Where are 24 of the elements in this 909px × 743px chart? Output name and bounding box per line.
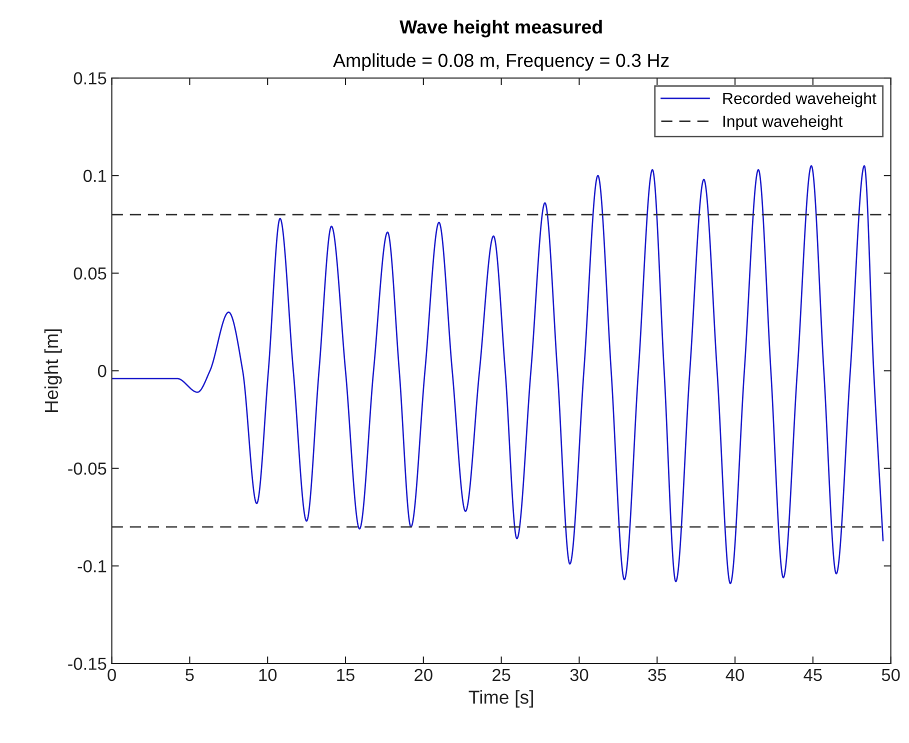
y-tick-label: 0.05 [74, 267, 106, 280]
x-tick-label: 5 [186, 669, 194, 682]
x-tick-label: 15 [337, 669, 354, 682]
y-tick-label: -0.1 [78, 560, 106, 572]
x-tick-label: 0 [108, 668, 116, 682]
x-tick-label: 25 [492, 668, 510, 682]
y-tick-label: 0.15 [74, 72, 106, 84]
y-tick-label: 0.1 [83, 170, 106, 182]
chart-title: Wave height measured [400, 20, 602, 38]
x-tick-label: 35 [648, 668, 666, 682]
y-tick-label: -0.05 [68, 462, 106, 475]
x-axis-title: Time [s] [468, 690, 533, 708]
x-tick-label: 50 [882, 668, 900, 682]
x-tick-label: 10 [259, 668, 277, 682]
chart-subtitle: Amplitude = 0.08 m, Frequency = 0.3 Hz [333, 53, 669, 71]
y-tick-label: 0 [98, 364, 106, 378]
legend-label: Input waveheight [723, 115, 843, 130]
y-axis-title: Height [m] [44, 329, 62, 412]
x-tick-label: 40 [726, 668, 744, 682]
x-tick-label: 30 [570, 668, 588, 682]
x-tick-label: 45 [804, 669, 822, 682]
y-tick-label: -0.15 [68, 658, 106, 670]
legend-label: Recorded waveheight [723, 92, 876, 108]
x-tick-label: 20 [414, 668, 432, 682]
